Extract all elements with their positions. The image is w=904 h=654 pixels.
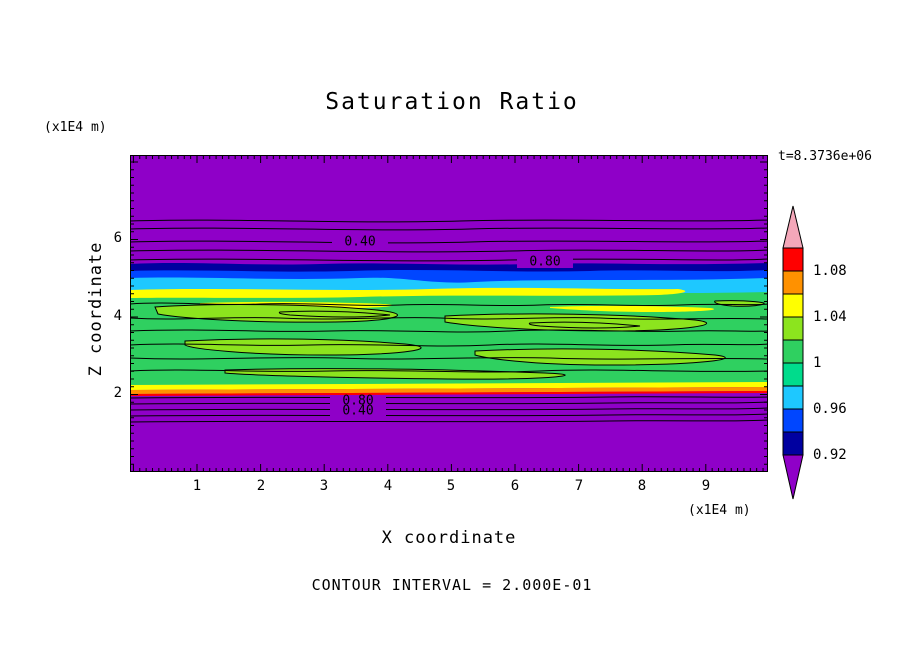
colorbar-label-0.92: 0.92 (813, 447, 847, 463)
lower-080-label-mask (330, 395, 386, 406)
upper-contour-lines (130, 219, 768, 262)
x-tick-label-6: 6 (510, 478, 520, 494)
x-tick-label-1: 1 (192, 478, 202, 494)
colorbar-segment (782, 247, 804, 272)
contour-label-lower-040: 0.40 (342, 404, 373, 419)
contour-plot: 0.40 0.80 0.80 0.40 (130, 155, 768, 472)
colorbar-label-0.96: 0.96 (813, 401, 847, 417)
colorbar-segment (782, 339, 804, 364)
bottom-strip-orange (130, 387, 768, 394)
contour-label-upper-080: 0.80 (529, 255, 560, 270)
contour-label-upper-040: 0.40 (344, 235, 375, 250)
y-axis-unit-label: (x1E4 m) (44, 120, 107, 135)
y-tick-label-2: 2 (113, 385, 122, 401)
lower-040-label-mask (330, 405, 386, 416)
y-tick-label-6: 6 (113, 230, 122, 246)
colorbar-bottom-tip (782, 454, 804, 500)
x-tick-label-7: 7 (574, 478, 584, 494)
x-tick-label-4: 4 (383, 478, 393, 494)
y-tick-label-4: 4 (113, 308, 122, 324)
time-label: t=8.3736e+06 (778, 149, 872, 164)
x-tick-label-9: 9 (701, 478, 711, 494)
colorbar-segment (782, 431, 804, 456)
upper-040-label-mask (332, 235, 388, 248)
colorbar-segment (782, 270, 804, 295)
colorbar-label-1.04: 1.04 (813, 309, 847, 325)
contour-interval-note: CONTOUR INTERVAL = 2.000E-01 (311, 576, 593, 594)
yellow-wisp-right (550, 305, 715, 312)
upper-080-label-mask (517, 255, 573, 268)
colorbar-label-1: 1 (813, 355, 821, 371)
colorbar: 1.08 1.04 1 0.96 0.92 (782, 205, 847, 500)
x-axis-label: X coordinate (381, 528, 517, 548)
x-axis-unit-label: (x1E4 m) (688, 503, 751, 518)
x-tick-label-5: 5 (446, 478, 456, 494)
x-tick-label-8: 8 (637, 478, 647, 494)
contour-label-lower-080: 0.80 (342, 394, 373, 409)
green-band-contour-lines (130, 302, 768, 373)
colorbar-segment (782, 316, 804, 341)
colorbar-segments (782, 247, 804, 456)
chart-title: Saturation Ratio (325, 89, 579, 115)
x-tick-label-2: 2 (256, 478, 266, 494)
colorbar-label-1.08: 1.08 (813, 263, 847, 279)
x-tick-label-3: 3 (319, 478, 329, 494)
bottom-strip-yellow (130, 382, 768, 390)
colorbar-segment (782, 362, 804, 387)
yellow-streak-top (130, 287, 686, 298)
colorbar-segment (782, 408, 804, 433)
colorbar-segment (782, 293, 804, 318)
plot-frame (130, 155, 768, 472)
bottom-strip-red (130, 391, 768, 396)
lower-contour-lines (130, 396, 768, 423)
colorbar-segment (782, 385, 804, 410)
colorbar-top-tip (782, 205, 804, 249)
